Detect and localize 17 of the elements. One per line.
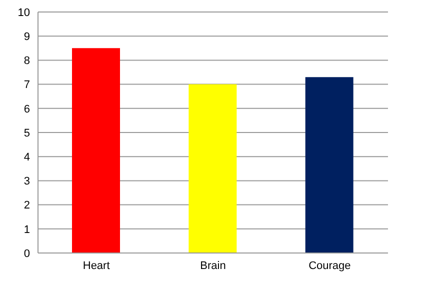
y-tick-label: 6 <box>24 103 30 116</box>
y-tick-label: 7 <box>24 79 30 92</box>
x-tick-label: Courage <box>308 260 351 272</box>
y-tick-label: 3 <box>24 176 30 188</box>
y-tick-label: 2 <box>24 200 30 212</box>
x-tick-label: Brain <box>200 260 226 272</box>
y-tick-label: 10 <box>18 6 30 19</box>
bar <box>305 77 354 253</box>
bar <box>72 48 120 253</box>
y-tick-label: 8 <box>24 55 30 68</box>
y-tick-label: 5 <box>24 127 30 140</box>
y-tick-label: 4 <box>24 152 30 164</box>
y-tick-label: 9 <box>24 31 30 44</box>
y-tick-label: 1 <box>24 224 30 236</box>
bar <box>188 84 237 253</box>
y-tick-label: 0 <box>24 248 30 260</box>
x-tick-label: Heart <box>82 260 110 272</box>
